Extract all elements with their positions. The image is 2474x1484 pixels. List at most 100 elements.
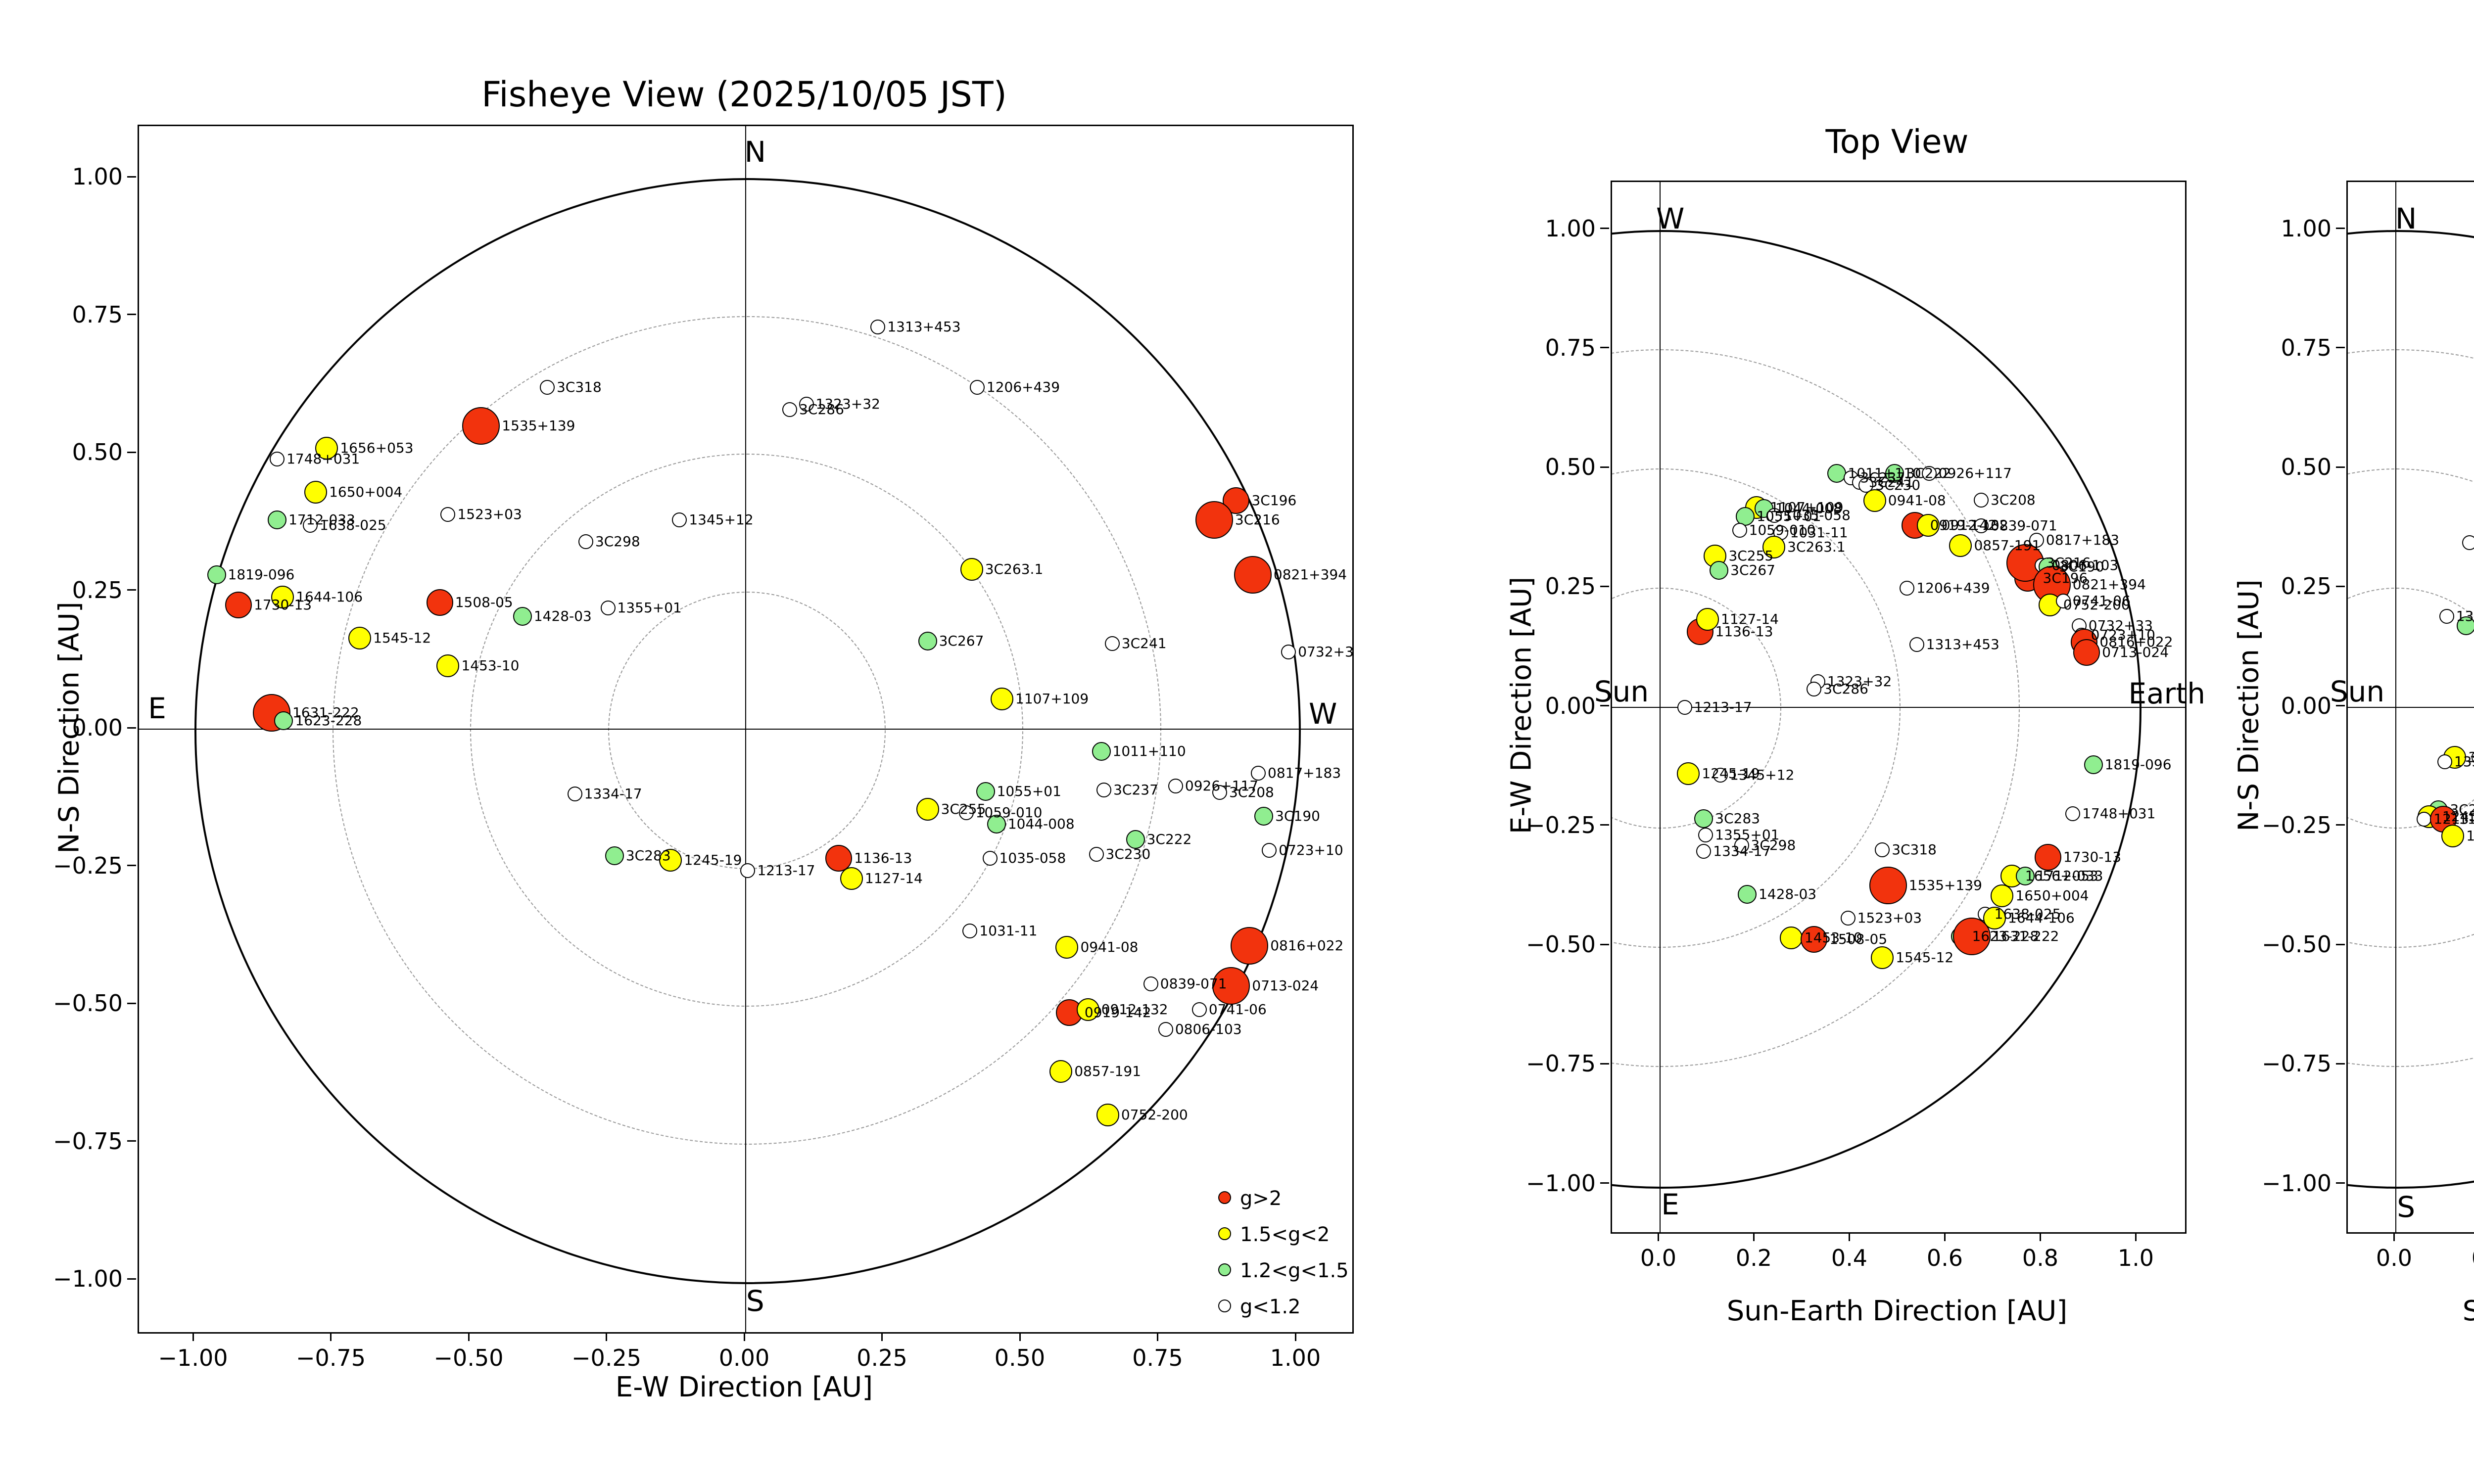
data-point-0741-06 (2055, 594, 2071, 609)
data-point-label: 0941-08 (1080, 939, 1139, 956)
top-view-x-axis-label: Sun-Earth Direction [AU] (1726, 1295, 2068, 1327)
data-point-1334-17 (1696, 843, 1712, 859)
data-point-1748+031 (270, 452, 285, 467)
top-view-title: Top View (1825, 123, 1969, 161)
data-point-label: 1644-106 (296, 588, 363, 605)
data-point-label: 1355+01 (617, 599, 682, 616)
data-point-label: 3C263.1 (1787, 539, 1846, 556)
data-point-1031-11 (962, 923, 978, 938)
data-point-label: 3C208 (1990, 491, 2036, 508)
data-point-label: 1313+453 (1926, 636, 1999, 653)
data-point-label: 1730-13 (2063, 848, 2122, 865)
y-tick (127, 176, 136, 178)
data-point-3C208 (1973, 492, 1989, 508)
data-point-0817+183 (1251, 766, 1266, 781)
x-tick (1944, 1232, 1946, 1241)
data-point-1523+03 (1840, 911, 1856, 926)
annotation-s: S (746, 1284, 764, 1318)
data-point-label: 1206+439 (1916, 580, 1990, 597)
x-tick-label: 0.4 (1831, 1245, 1868, 1271)
data-point-1055+01 (976, 782, 995, 801)
legend-label: g<1.2 (1240, 1296, 1301, 1318)
data-point-3C298 (578, 534, 593, 550)
y-tick-label: 0.25 (2281, 573, 2331, 600)
top-view-plot-area: 1107+109 1044-008 1055+01 1035-058 1059-010 1… (1611, 181, 2187, 1234)
annotation-s: S (2397, 1190, 2416, 1224)
data-point-label: 0741-06 (2072, 593, 2131, 609)
data-point-1035-058 (1767, 508, 1782, 523)
data-point-1545-12 (1871, 946, 1894, 970)
data-point-1345+12 (2462, 535, 2474, 550)
data-point-label: 1712-033 (2036, 868, 2103, 884)
data-point-label: 0806-103 (1175, 1021, 1242, 1038)
data-point-1245-19 (1677, 762, 1700, 785)
data-point-label: 1748+031 (286, 451, 360, 467)
data-point-label: 1334-17 (1713, 842, 1771, 859)
data-point-label: 1631-222 (292, 704, 359, 721)
data-point-0723+10 (1262, 843, 1277, 858)
x-tick-label: −0.75 (296, 1345, 366, 1371)
data-point-label: 1044-008 (1775, 500, 1842, 517)
data-point-label: 0723+10 (1279, 842, 1343, 859)
data-point-3C283 (1694, 809, 1713, 829)
y-tick-label: 0.25 (1545, 573, 1596, 600)
data-point-label: 3C318 (1892, 841, 1937, 858)
data-point-label: 1819-096 (2104, 756, 2172, 773)
y-tick-label: 0.75 (2281, 334, 2331, 361)
y-tick (1600, 824, 1609, 826)
x-tick-label: 0.0 (1640, 1245, 1677, 1271)
x-tick-label: 0.0 (2376, 1245, 2413, 1271)
data-point-1127-14 (1696, 607, 1719, 631)
y-tick (127, 865, 136, 866)
data-point-label: 1136-13 (854, 849, 912, 866)
legend-item: 1.2<g<1.5 (1218, 1259, 1349, 1283)
data-point-label: 1523+03 (1857, 910, 1922, 927)
data-point-label: 0741-06 (1208, 1001, 1267, 1018)
data-point-label: 1031-11 (979, 922, 1038, 939)
x-tick-label: −1.00 (158, 1345, 228, 1371)
data-point-3C190 (1254, 807, 1274, 826)
x-tick-label: 0.2 (2472, 1245, 2474, 1271)
data-point-label: 1748+031 (2082, 805, 2156, 822)
data-point-1313+453 (870, 319, 886, 334)
data-point-1011+110 (1092, 742, 1111, 761)
data-point-0857-191 (1949, 534, 1972, 557)
data-point-label: 1011+110 (1112, 742, 1186, 759)
data-point-1623-228 (274, 711, 293, 731)
data-point-label: 1650+004 (2015, 887, 2089, 904)
data-point-label: 1345+12 (689, 511, 754, 528)
y-tick-label: −0.75 (1526, 1050, 1596, 1077)
data-point-label: 0857-191 (1974, 537, 2041, 554)
data-point-label: 1508-05 (1829, 931, 1888, 948)
data-point-label: 1535+139 (502, 417, 575, 434)
data-point-3C298 (1734, 838, 1749, 853)
x-tick (1849, 1232, 1850, 1241)
x-tick-label: 0.00 (718, 1345, 770, 1371)
data-point-1127-14 (2441, 825, 2465, 848)
annotation-n: N (2395, 202, 2417, 236)
data-point-3C267 (1710, 560, 1729, 580)
data-point-label: 0912-132 (1941, 516, 2008, 533)
y-tick-label: 0.00 (72, 714, 123, 741)
data-point-1213-17 (2417, 812, 2432, 827)
data-point-1523+03 (440, 507, 456, 522)
y-tick-label: −1.00 (53, 1265, 123, 1292)
data-point-label: 0752-200 (1121, 1106, 1188, 1123)
x-tick-label: 0.8 (2022, 1245, 2059, 1271)
data-point-label: 1428-03 (1759, 885, 1817, 902)
data-point-label: 1107+109 (1015, 690, 1089, 707)
x-tick (330, 1332, 332, 1341)
data-point-1345+12 (672, 512, 687, 527)
data-point-label: 1245-19 (684, 852, 742, 869)
x-tick (606, 1332, 607, 1341)
fisheye-x-axis-label: E-W Direction [AU] (615, 1371, 873, 1403)
data-point-label: 0752-200 (2063, 596, 2130, 613)
data-point-label: 0839-071 (1990, 517, 2057, 534)
data-point-1644-106 (1983, 907, 2006, 930)
legend: g>2 1.5<g<2 1.2<g<1.5 g<1.2 (1218, 1187, 1349, 1336)
x-tick (1019, 1332, 1021, 1341)
data-point-1059-010 (1732, 523, 1747, 538)
data-point-label: 1819-096 (228, 566, 295, 583)
